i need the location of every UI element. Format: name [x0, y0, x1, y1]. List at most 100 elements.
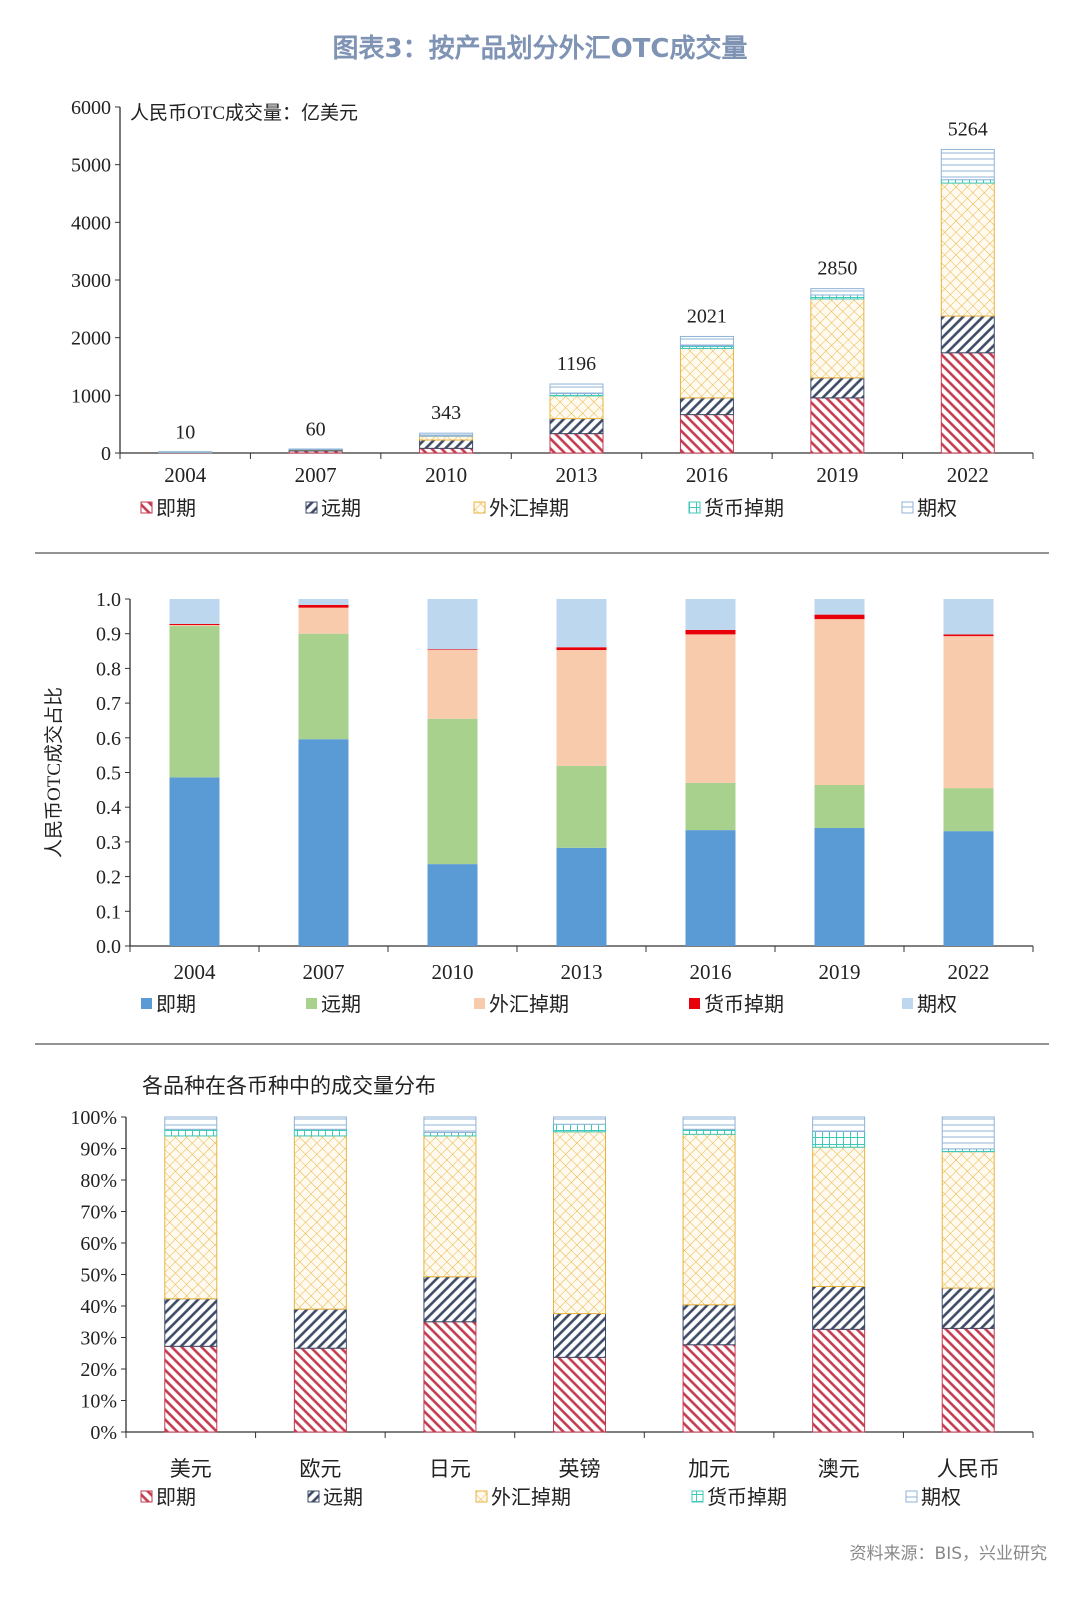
- bar-spot-2019: [814, 828, 865, 946]
- x-tick-label: 2019: [819, 960, 861, 984]
- y-axis-label: 人民币OTC成交占比: [43, 687, 65, 858]
- bar-fx-swap-2007: [298, 607, 349, 634]
- bar-options-2019: [810, 288, 865, 296]
- y-tick-label: 0.0: [96, 936, 121, 958]
- legend-item-options: 期权: [902, 993, 957, 1016]
- y-tick-label: 0.3: [96, 832, 121, 854]
- bar-forward-2022: [943, 788, 994, 832]
- total-label: 5264: [948, 118, 988, 140]
- bar-options-2016: [679, 335, 734, 347]
- bar-options-2016: [685, 599, 736, 630]
- x-tick-label: 欧元: [299, 1457, 341, 1481]
- legend-label: 外汇掉期: [489, 993, 569, 1016]
- x-tick-label: 2022: [948, 960, 990, 984]
- bar-options-英镑: [553, 1116, 606, 1125]
- bar-fx-swap-人民币: [941, 1151, 995, 1289]
- total-label: 2021: [687, 305, 727, 327]
- bar-fx-swap-2013: [549, 395, 604, 420]
- bar-fx-swap-2010: [419, 435, 474, 441]
- bar-options-2007: [288, 448, 343, 451]
- x-tick-label: 人民币: [937, 1457, 1000, 1481]
- x-tick-label: 日元: [429, 1457, 471, 1481]
- bar-spot-2010: [419, 447, 474, 454]
- bar-options-2022: [940, 148, 995, 181]
- legend-item-options: 期权: [901, 497, 957, 520]
- y-tick-label: 30%: [80, 1328, 117, 1350]
- y-tick-label: 5000: [71, 155, 111, 177]
- bar-fx-swap-2010: [427, 650, 478, 719]
- x-tick-label: 2010: [432, 960, 474, 984]
- bar-spot-2022: [943, 831, 994, 946]
- bar-options-2022: [943, 599, 994, 635]
- total-label: 2850: [817, 258, 857, 280]
- y-tick-label: 20%: [80, 1359, 117, 1381]
- bar-forward-2016: [685, 782, 736, 831]
- y-tick-label: 100%: [70, 1107, 117, 1129]
- legend-item-fx-swap: 外汇掉期: [473, 497, 569, 520]
- y-tick-label: 80%: [80, 1170, 117, 1192]
- bar-options-2019: [814, 599, 865, 615]
- bar-currency-swap-英镑: [553, 1123, 606, 1133]
- x-tick-label: 2013: [556, 463, 598, 487]
- y-tick-label: 0.4: [96, 797, 121, 819]
- y-tick-label: 50%: [80, 1265, 117, 1287]
- legend-swatch: [474, 998, 485, 1009]
- bar-currency-swap-2022: [943, 634, 994, 637]
- bar-options-2004: [158, 451, 213, 453]
- y-tick-label: 6000: [71, 97, 111, 119]
- chart-1: 0 1000 2000 3000 4000 5000 6000 2004 10 2007 60 201…: [71, 97, 1034, 520]
- legend-item-currency-swap: 货币掉期: [688, 497, 784, 520]
- legend-label: 即期: [156, 1487, 196, 1509]
- legend-label: 期权: [917, 497, 957, 520]
- y-tick-label: 4000: [71, 212, 111, 234]
- bar-fx-swap-2019: [810, 298, 865, 379]
- source-note: 资料来源：BIS，兴业研究: [850, 1544, 1047, 1564]
- bar-spot-2022: [940, 352, 995, 454]
- x-tick-label: 2007: [295, 463, 337, 487]
- bar-forward-2022: [940, 315, 995, 354]
- bar-forward-澳元: [812, 1285, 866, 1330]
- bar-options-澳元: [812, 1116, 866, 1132]
- bar-fx-swap-日元: [423, 1135, 477, 1278]
- bar-fx-swap-2004: [169, 625, 220, 627]
- bar-forward-2013: [556, 765, 607, 848]
- legend-swatch: [905, 1490, 918, 1503]
- y-tick-label: 40%: [80, 1296, 117, 1318]
- legend-item-options: 期权: [905, 1486, 961, 1509]
- legend-item-spot: 即期: [140, 498, 196, 520]
- x-tick-label: 2019: [816, 463, 858, 487]
- legend-item-spot: 即期: [140, 1487, 196, 1509]
- legend-swatch: [689, 998, 700, 1009]
- bar-forward-人民币: [941, 1287, 995, 1329]
- bar-options-2010: [427, 599, 478, 650]
- bar-forward-2010: [427, 718, 478, 865]
- y-tick-label: 70%: [80, 1202, 117, 1224]
- total-label: 343: [431, 402, 461, 424]
- bar-forward-英镑: [553, 1313, 606, 1358]
- bar-spot-日元: [423, 1321, 477, 1433]
- bar-spot-2019: [810, 397, 865, 454]
- x-tick-label: 2016: [690, 960, 732, 984]
- legend-swatch: [902, 998, 913, 1009]
- legend-item-fx-swap: 外汇掉期: [475, 1486, 571, 1509]
- y-tick-label: 0.7: [96, 693, 121, 715]
- y-tick-label: 0.2: [96, 867, 121, 889]
- bar-spot-2004: [169, 777, 220, 946]
- x-tick-label: 加元: [688, 1457, 730, 1481]
- y-tick-label: 0.9: [96, 624, 121, 646]
- legend-label: 货币掉期: [704, 993, 784, 1016]
- x-tick-label: 2013: [561, 960, 603, 984]
- chart-title: 各品种在各币种中的成交量分布: [142, 1074, 436, 1098]
- bar-fx-swap-澳元: [812, 1146, 866, 1287]
- bar-forward-2019: [810, 377, 865, 399]
- bar-currency-swap-2019: [814, 614, 865, 620]
- total-label: 10: [175, 421, 195, 443]
- bar-currency-swap-2007: [298, 604, 349, 608]
- y-tick-label: 0.6: [96, 728, 121, 750]
- bar-spot-2010: [427, 864, 478, 946]
- bar-spot-2013: [556, 847, 607, 946]
- legend-swatch: [140, 501, 153, 514]
- legend-label: 期权: [921, 1486, 961, 1509]
- bar-currency-swap-2022: [940, 179, 995, 184]
